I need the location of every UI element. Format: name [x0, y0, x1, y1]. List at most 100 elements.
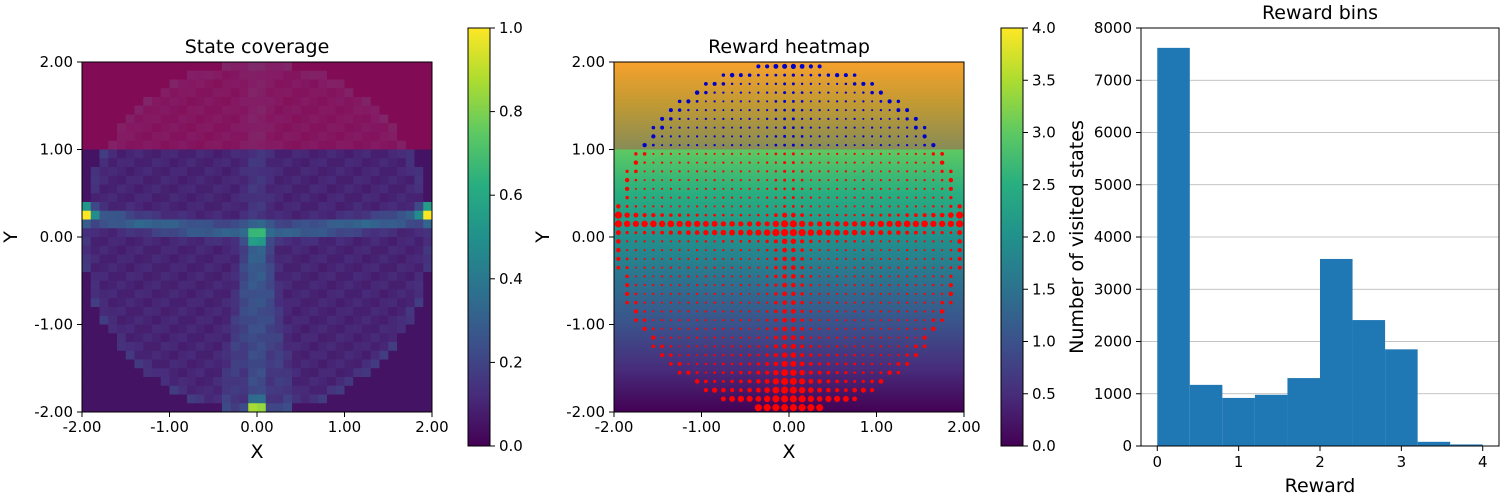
heatmap-cell [309, 307, 319, 317]
reward-marker [722, 283, 725, 287]
reward-marker [853, 266, 856, 269]
heatmap-cell [414, 377, 424, 387]
heatmap-cell [379, 324, 389, 334]
heatmap-cell [379, 403, 389, 413]
reward-marker [896, 108, 901, 113]
reward-marker [765, 344, 769, 348]
reward-heatmap-ylabel: Y [532, 231, 554, 244]
heatmap-cell [335, 368, 345, 378]
reward-colorbar-tick-label: 0.5 [1032, 385, 1056, 403]
heatmap-cell [362, 228, 372, 238]
heatmap-cell [292, 114, 302, 124]
heatmap-cell [405, 158, 415, 168]
reward-marker [669, 284, 672, 287]
reward-marker [817, 379, 822, 384]
reward-marker [931, 231, 935, 235]
reward-marker [687, 362, 690, 366]
heatmap-cell [414, 149, 424, 159]
heatmap-cell [292, 79, 302, 89]
heatmap-cell [108, 368, 118, 378]
heatmap-cell [344, 228, 354, 238]
state-coverage-x-tick-label: 1.00 [328, 418, 361, 436]
reward-marker [641, 220, 648, 228]
heatmap-cell [108, 342, 118, 352]
reward-marker [923, 152, 926, 156]
heatmap-cell [204, 219, 214, 229]
reward-marker [825, 229, 832, 236]
reward-marker [669, 187, 673, 191]
reward-marker [713, 319, 716, 322]
heatmap-cell [143, 193, 153, 203]
heatmap-cell [187, 175, 197, 185]
reward-marker [923, 284, 926, 287]
reward-marker [798, 404, 806, 412]
reward-marker [774, 161, 778, 164]
reward-marker [888, 345, 891, 348]
heatmap-cell [152, 359, 162, 369]
reward-marker [956, 211, 964, 219]
reward-marker [774, 178, 778, 182]
reward-marker [791, 265, 796, 270]
heatmap-cell [125, 403, 135, 413]
heatmap-cell [169, 350, 179, 360]
heatmap-cell [195, 193, 205, 203]
heatmap-cell [239, 123, 249, 133]
heatmap-cell [353, 263, 363, 273]
heatmap-cell [108, 385, 118, 395]
heatmap-cell [344, 245, 354, 255]
reward-marker [783, 178, 787, 182]
heatmap-cell [239, 184, 249, 194]
reward-marker [652, 240, 655, 243]
heatmap-cell [82, 368, 92, 378]
heatmap-cell [222, 280, 232, 290]
reward-marker [704, 284, 707, 287]
heatmap-cell [82, 193, 92, 203]
heatmap-cell [169, 385, 179, 395]
heatmap-cell [362, 62, 372, 72]
heatmap-cell [318, 385, 328, 395]
reward-marker [695, 248, 699, 252]
reward-marker [678, 144, 681, 147]
reward-marker [757, 213, 760, 217]
reward-marker [652, 205, 655, 208]
heatmap-cell [213, 88, 223, 98]
heatmap-cell [213, 377, 223, 387]
heatmap-cell [362, 105, 372, 115]
reward-marker [720, 396, 726, 402]
reward-marker [834, 229, 841, 236]
reward-marker [807, 229, 815, 236]
reward-marker [809, 82, 813, 86]
reward-marker [853, 170, 856, 173]
heatmap-cell [257, 88, 267, 98]
heatmap-cell [82, 70, 92, 80]
reward-marker [853, 161, 856, 164]
reward-marker [818, 336, 821, 339]
heatmap-cell [379, 228, 389, 238]
reward-marker [809, 144, 812, 147]
heatmap-cell [257, 272, 267, 282]
heatmap-cell [265, 193, 275, 203]
reward-marker [678, 152, 681, 155]
heatmap-cell [90, 228, 100, 238]
reward-marker [895, 220, 902, 228]
reward-marker [862, 205, 865, 208]
heatmap-cell [423, 289, 433, 299]
heatmap-cell [204, 167, 214, 177]
heatmap-cell [327, 324, 337, 334]
reward-marker [713, 161, 716, 164]
heatmap-cell [90, 385, 100, 395]
heatmap-cell [257, 245, 267, 255]
heatmap-cell [213, 289, 223, 299]
reward-marker [739, 196, 742, 199]
heatmap-cell [300, 272, 310, 282]
heatmap-cell [213, 324, 223, 334]
reward-marker [765, 64, 770, 69]
heatmap-cell [248, 158, 258, 168]
reward-marker [905, 336, 909, 339]
reward-marker [862, 362, 865, 366]
heatmap-cell [265, 324, 275, 334]
reward-marker [730, 266, 734, 269]
heatmap-cell [125, 149, 135, 159]
reward-marker [826, 370, 831, 375]
heatmap-cell [230, 350, 240, 360]
